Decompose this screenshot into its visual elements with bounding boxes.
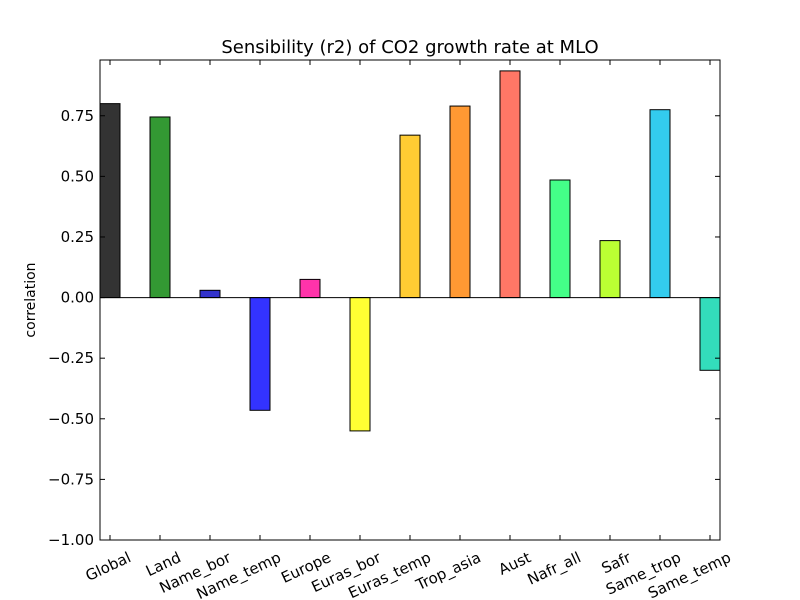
y-axis-label: correlation	[23, 262, 39, 337]
bar-euras-bor	[349, 297, 371, 432]
y-tick-label: 0.00	[61, 289, 94, 307]
bars-group	[99, 70, 721, 432]
bar-euras-temp	[399, 134, 421, 299]
x-tick-label: Nafr_all	[525, 548, 585, 589]
x-tick-label: Global	[83, 548, 134, 585]
x-axis-ticks: Global LandName_borName_tempEuropeEuras_b…	[83, 60, 734, 600]
y-tick-label: −1.00	[48, 531, 94, 549]
bar-same-temp	[699, 297, 721, 371]
bar-europe	[299, 278, 321, 299]
plot-frame	[99, 59, 721, 541]
bar-same-trop	[649, 109, 671, 299]
y-tick-label: 0.25	[61, 228, 94, 246]
y-tick-label: 0.75	[61, 107, 94, 125]
bar-nafr-all	[549, 179, 571, 299]
y-tick-label: −0.75	[48, 470, 94, 488]
y-tick-label: −0.25	[48, 349, 94, 367]
bar-safr	[599, 240, 621, 299]
y-tick-label: −0.50	[48, 410, 94, 428]
chart-title: Sensibility (r2) of CO2 growth rate at M…	[221, 37, 598, 58]
bar-trop-asia	[449, 105, 471, 299]
y-axis-ticks: −1.00 −0.75 −0.50 −0.25 0.00 0.25 0.50 0.75	[48, 107, 720, 549]
bar-name-bor	[199, 289, 221, 299]
bar-name-temp	[249, 297, 271, 411]
bar-aust	[499, 70, 521, 299]
y-tick-label: 0.50	[61, 167, 94, 185]
bar-global	[99, 103, 121, 299]
bar-land	[149, 116, 171, 299]
